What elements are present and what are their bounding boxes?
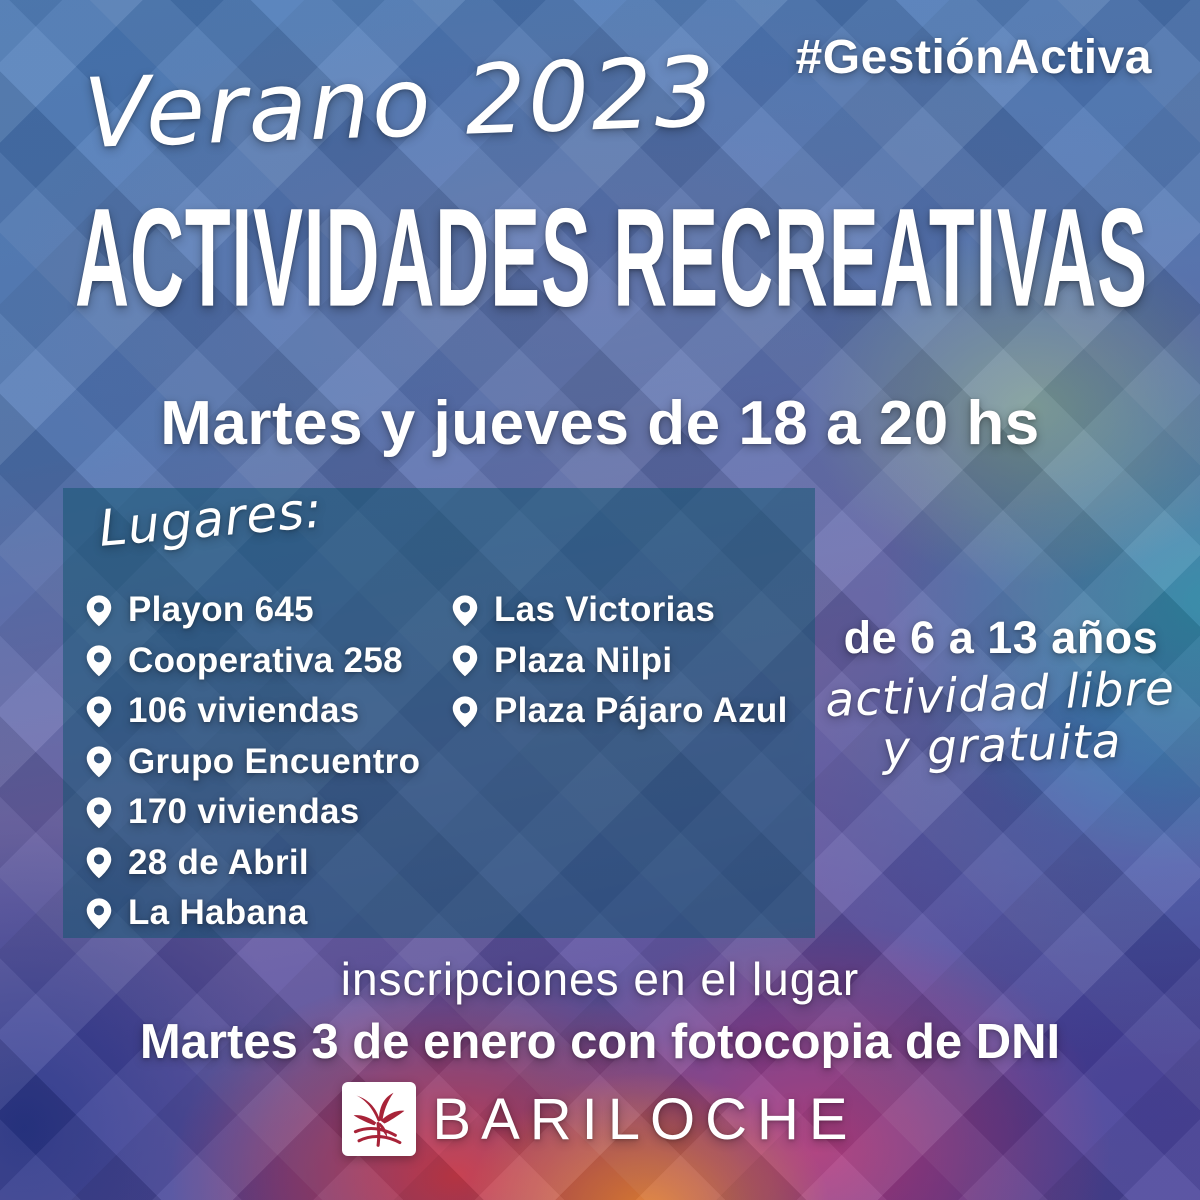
free-activity-note: actividad libre y gratuita [813, 661, 1188, 778]
registration-location-text: inscripciones en el lugar [340, 953, 860, 1005]
location-pin-icon [86, 897, 112, 929]
list-item: Las Victorias [451, 590, 788, 630]
places-column-2: Las Victorias Plaza Nilpi Plaza [451, 590, 788, 944]
places-columns: Playon 645 Cooperativa 258 106 v [85, 590, 805, 944]
list-item: La Habana [85, 893, 451, 933]
place-name: 106 viviendas [128, 691, 360, 730]
registration-info: inscripciones en el lugar Martes 3 de en… [0, 952, 1200, 1070]
places-heading: Lugares: [96, 480, 325, 558]
bariloche-logo [342, 1082, 417, 1156]
place-name: 28 de Abril [128, 842, 309, 882]
location-pin-icon [452, 594, 478, 626]
place-name: Cooperativa 258 [128, 640, 403, 680]
list-item: 28 de Abril [85, 843, 451, 883]
place-name: Las Victorias [494, 590, 716, 629]
list-item: Plaza Pájaro Azul [451, 691, 788, 731]
list-item: Playon 645 [85, 590, 451, 630]
amancay-flower-icon [354, 1092, 405, 1147]
list-item: Cooperativa 258 [85, 641, 451, 681]
list-item: 170 viviendas [85, 792, 451, 832]
registration-date-text: Martes 3 de enero con fotocopia de DNI [139, 1015, 1061, 1069]
location-pin-icon [452, 695, 478, 727]
brand-name: BARILOCHE [432, 1086, 858, 1152]
location-pin-icon [86, 746, 112, 778]
poster-script-title: Verano 2023 [81, 35, 720, 170]
location-pin-icon [86, 695, 112, 727]
list-item: Grupo Encuentro [85, 742, 451, 782]
location-pin-icon [86, 796, 112, 828]
place-name: 170 viviendas [128, 792, 360, 831]
poster-main-title: ACTIVIDADES RECREATIVAS [75, 179, 1148, 337]
place-name: Plaza Nilpi [494, 640, 673, 680]
location-pin-icon [452, 645, 478, 677]
brand-lockup: BARILOCHE [0, 1082, 1200, 1156]
schedule-text: Martes y jueves de 18 a 20 hs [160, 389, 1040, 458]
place-name: Grupo Encuentro [128, 741, 421, 781]
place-name: La Habana [128, 893, 308, 932]
list-item: 106 viviendas [85, 691, 451, 731]
side-info: de 6 a 13 años actividad libre y gratuit… [815, 612, 1187, 777]
place-name: Playon 645 [128, 590, 314, 629]
places-panel: Lugares: Playon 645 Coop [63, 480, 815, 938]
location-pin-icon [86, 847, 112, 879]
places-column-1: Playon 645 Cooperativa 258 106 v [85, 590, 451, 944]
hashtag-text: #GestiónActiva [795, 31, 1152, 84]
location-pin-icon [86, 594, 112, 626]
list-item: Plaza Nilpi [451, 641, 788, 681]
location-pin-icon [86, 645, 112, 677]
age-range-text: de 6 a 13 años [843, 612, 1159, 663]
place-name: Plaza Pájaro Azul [494, 691, 788, 730]
